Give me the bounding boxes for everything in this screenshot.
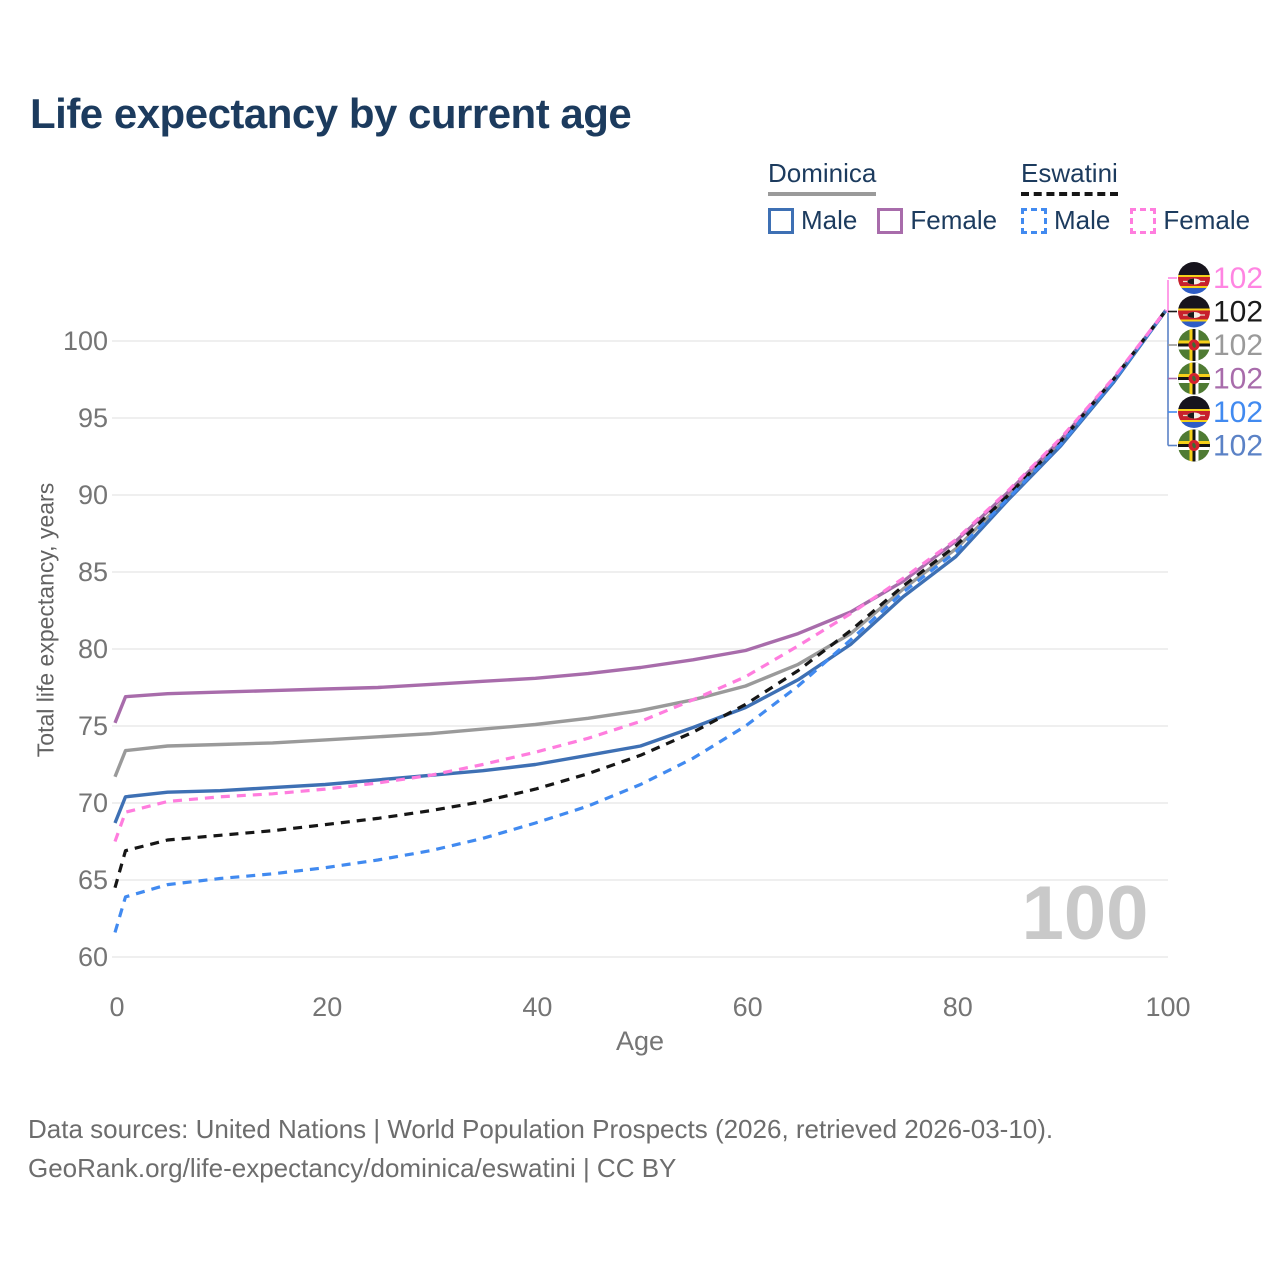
legend-group-dominica: Dominica Male Female xyxy=(768,159,997,236)
legend: Dominica Male Female Eswatini Male Femal… xyxy=(0,159,1280,240)
eswatini-flag-icon xyxy=(1178,396,1210,428)
legend-label-dominica-male: Male xyxy=(801,205,858,236)
end-label-value: 102 xyxy=(1213,430,1263,463)
end-label-value: 102 xyxy=(1213,329,1263,362)
age-watermark: 100 xyxy=(1021,871,1149,956)
legend-swatch-eswatini-male[interactable] xyxy=(1021,207,1047,234)
dominica-flag-icon xyxy=(1178,329,1210,361)
legend-country-dominica[interactable]: Dominica xyxy=(768,159,877,197)
legend-label-eswatini-female: Female xyxy=(1163,205,1251,236)
end-label-value: 102 xyxy=(1213,363,1263,396)
y-tick-label: 75 xyxy=(78,711,108,741)
x-tick-label: 40 xyxy=(522,992,552,1022)
y-tick-label: 70 xyxy=(78,788,108,818)
end-label-value: 102 xyxy=(1213,262,1263,295)
legend-item-eswatini-male[interactable]: Male xyxy=(1021,205,1110,236)
legend-swatch-dominica-female[interactable] xyxy=(877,207,904,234)
x-tick-label: 20 xyxy=(312,992,342,1022)
y-tick-label: 65 xyxy=(78,865,108,895)
legend-label-eswatini-male: Male xyxy=(1054,205,1111,236)
series-line-dominica-both-sexes[interactable] xyxy=(113,309,1168,778)
x-tick-label: 100 xyxy=(1145,992,1190,1022)
legend-group-eswatini: Eswatini Male Female xyxy=(1021,159,1250,236)
series-line-eswatini-female[interactable] xyxy=(113,309,1168,843)
series-line-eswatini-male[interactable] xyxy=(113,309,1168,933)
x-tick-label: 80 xyxy=(943,992,973,1022)
dominica-flag-icon xyxy=(1178,430,1210,462)
series-line-dominica-male[interactable] xyxy=(113,309,1168,824)
footer-data-sources: Data sources: United Nations | World Pop… xyxy=(28,1114,1054,1144)
legend-item-dominica-male[interactable]: Male xyxy=(768,205,857,236)
y-tick-label: 95 xyxy=(78,403,108,433)
x-tick-label: 60 xyxy=(733,992,763,1022)
legend-item-eswatini-female[interactable]: Female xyxy=(1130,205,1250,236)
eswatini-flag-icon xyxy=(1178,296,1210,328)
footer-attribution: GeoRank.org/life-expectancy/dominica/esw… xyxy=(28,1153,677,1183)
y-tick-label: 60 xyxy=(78,942,108,972)
y-axis-title: Total life expectancy, years xyxy=(32,482,59,758)
legend-country-eswatini[interactable]: Eswatini xyxy=(1021,159,1118,197)
series-line-eswatini-both-sexes[interactable] xyxy=(113,309,1168,889)
y-tick-label: 100 xyxy=(63,326,108,356)
y-tick-label: 80 xyxy=(78,634,108,664)
series-layer xyxy=(113,309,1168,933)
end-label-value: 102 xyxy=(1213,396,1263,429)
dominica-flag-icon xyxy=(1178,363,1210,395)
legend-swatch-eswatini-female[interactable] xyxy=(1130,207,1157,234)
legend-item-dominica-female[interactable]: Female xyxy=(877,205,997,236)
x-axis-title: Age xyxy=(616,1026,664,1056)
page-title: Life expectancy by current age xyxy=(30,90,632,137)
eswatini-flag-icon xyxy=(1178,262,1210,294)
footer: Data sources: United Nations | World Pop… xyxy=(28,1110,1053,1188)
legend-label-dominica-female: Female xyxy=(910,205,998,236)
end-label-value: 102 xyxy=(1213,296,1263,329)
legend-swatch-dominica-male[interactable] xyxy=(768,207,794,234)
series-line-dominica-female[interactable] xyxy=(113,309,1168,724)
x-tick-label: 0 xyxy=(109,992,124,1022)
y-tick-label: 85 xyxy=(78,557,108,587)
grid-layer: 60 65 70 75 80 85 90 95 100 0 20 40 60 80 100 xyxy=(63,326,1191,1022)
y-tick-label: 90 xyxy=(78,480,108,510)
